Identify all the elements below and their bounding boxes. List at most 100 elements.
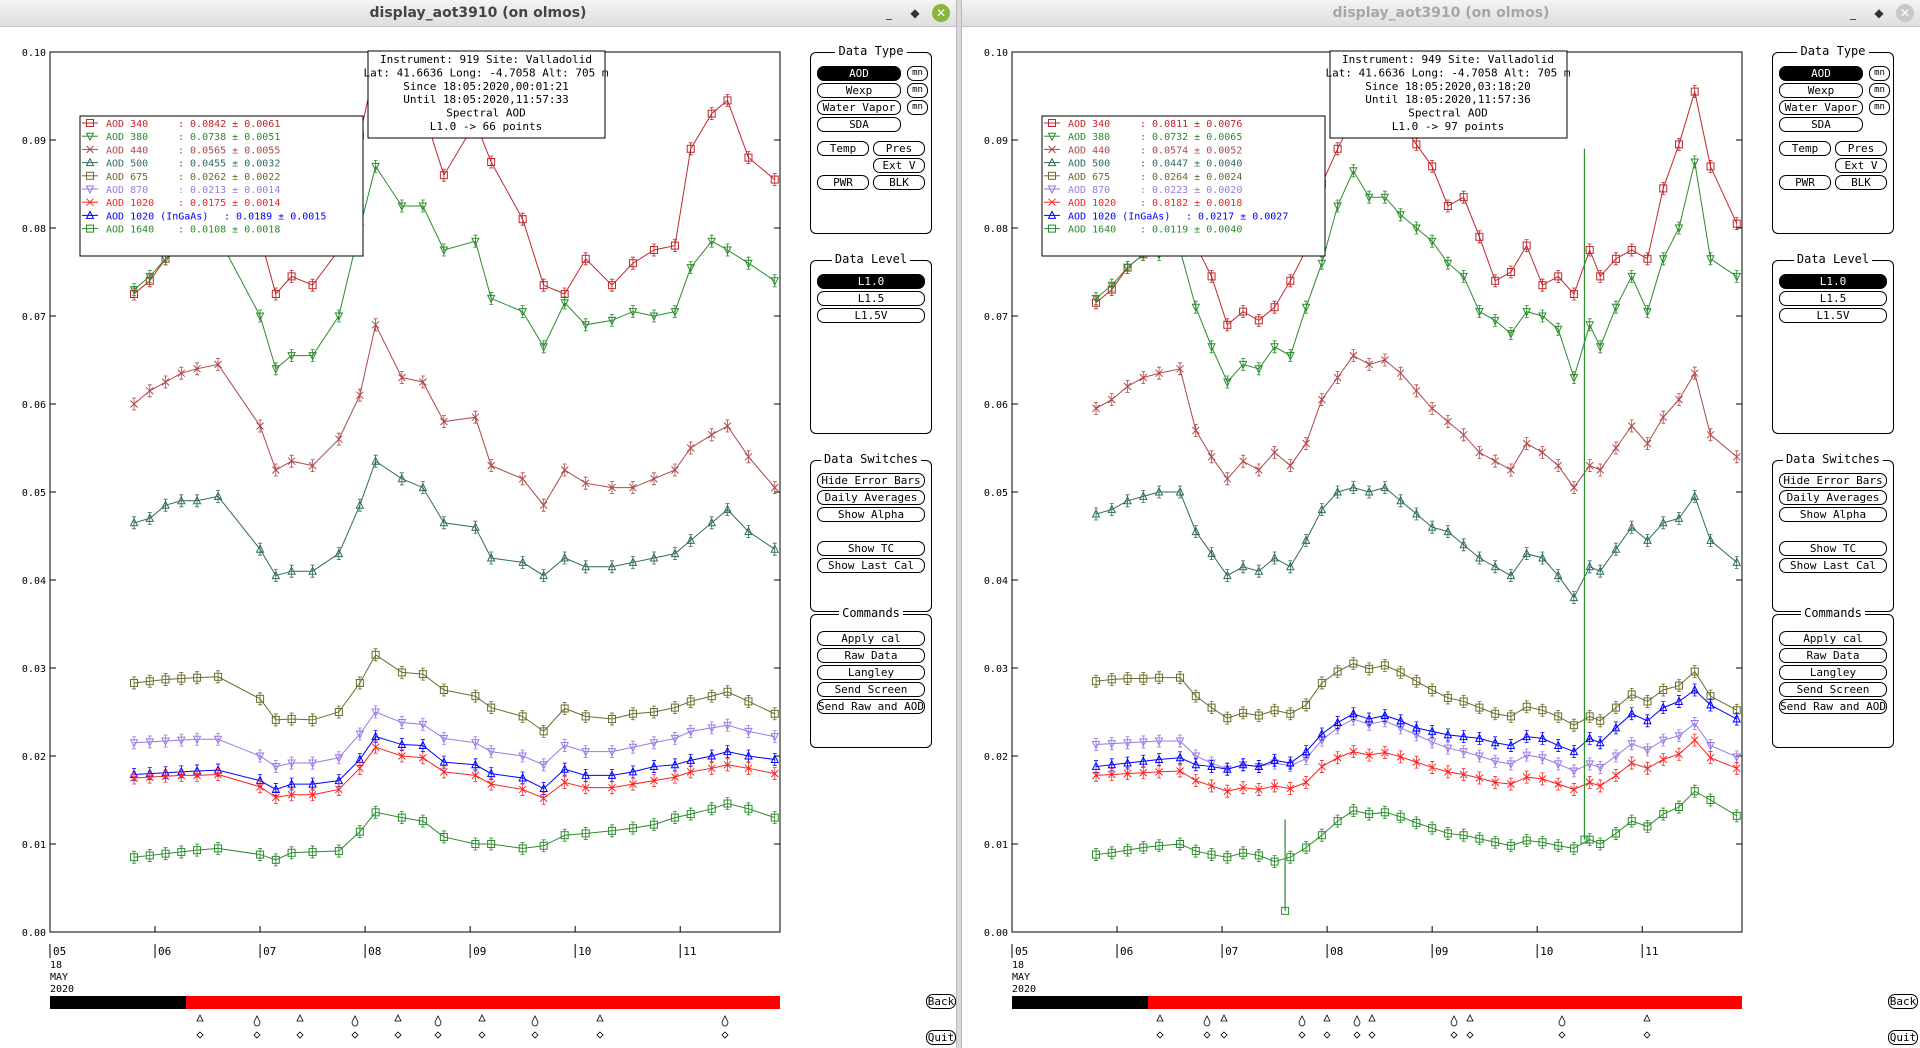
- send-screen-button[interactable]: Send Screen: [1779, 682, 1887, 697]
- show-last-cal-button[interactable]: Show Last Cal: [1779, 558, 1887, 573]
- data-point: [145, 513, 155, 522]
- event-diamond-icon: [1353, 1031, 1361, 1039]
- minimize-icon[interactable]: _: [1850, 6, 1856, 20]
- wexp-button[interactable]: Wexp: [1779, 83, 1863, 98]
- y-tick-label: 0.10: [22, 48, 46, 59]
- mn-toggle[interactable]: mn: [1869, 100, 1890, 115]
- daily-averages-button[interactable]: Daily Averages: [1779, 490, 1887, 505]
- data-point: [1658, 517, 1668, 527]
- daily-averages-button[interactable]: Daily Averages: [817, 490, 925, 505]
- data-point: [334, 708, 343, 716]
- data-point: [1191, 426, 1200, 435]
- event-marker-icon: [531, 1015, 539, 1027]
- blk-button[interactable]: BLK: [873, 175, 925, 190]
- maximize-icon[interactable]: ◆: [1874, 6, 1884, 20]
- sda-button[interactable]: SDA: [1779, 117, 1863, 132]
- pwr-button[interactable]: PWR: [817, 175, 869, 190]
- aod-button[interactable]: AOD: [817, 66, 901, 81]
- data-point: [1223, 570, 1232, 580]
- send-raw-and-aod-button[interactable]: Send Raw and AOD: [1779, 699, 1887, 714]
- y-tick-label: 0.06: [984, 400, 1008, 411]
- temp-button[interactable]: Temp: [817, 141, 869, 156]
- quit-button[interactable]: Quit: [1888, 1030, 1918, 1045]
- l1-5-button[interactable]: L1.5: [1779, 291, 1887, 306]
- maximize-icon[interactable]: ◆: [910, 6, 920, 20]
- raw-data-button[interactable]: Raw Data: [1779, 648, 1887, 663]
- data-point: [1538, 733, 1547, 742]
- legend-value: : 0.0223 ± 0.0020: [1140, 185, 1242, 196]
- x-tick-label: 11: [1645, 945, 1658, 958]
- data-point: [1380, 808, 1389, 817]
- quit-button[interactable]: Quit: [926, 1030, 956, 1045]
- show-alpha-button[interactable]: Show Alpha: [817, 507, 925, 522]
- data-point: [1254, 316, 1263, 325]
- data-point: [581, 712, 590, 721]
- l1-0-button[interactable]: L1.0: [1779, 274, 1887, 289]
- pres-button[interactable]: Pres: [873, 141, 925, 156]
- apply-cal-button[interactable]: Apply cal: [1779, 631, 1887, 646]
- error-bar: [746, 695, 751, 708]
- data-point: [1595, 737, 1605, 747]
- mn-toggle[interactable]: mn: [907, 66, 928, 81]
- pwr-button[interactable]: PWR: [1779, 175, 1831, 190]
- raw-data-button[interactable]: Raw Data: [817, 648, 925, 663]
- data-point: [1706, 796, 1715, 804]
- water-vapor-button[interactable]: Water Vapor: [817, 100, 901, 115]
- data-point: [607, 826, 616, 835]
- mn-toggle[interactable]: mn: [1869, 83, 1890, 98]
- data-point: [1522, 836, 1531, 845]
- temp-button[interactable]: Temp: [1779, 141, 1831, 156]
- langley-button[interactable]: Langley: [1779, 665, 1887, 680]
- show-tc-button[interactable]: Show TC: [1779, 541, 1887, 556]
- l1-5-button[interactable]: L1.5: [817, 291, 925, 306]
- data-point: [256, 850, 265, 859]
- back-button[interactable]: Back: [1888, 994, 1918, 1009]
- mn-toggle[interactable]: mn: [907, 100, 928, 115]
- langley-button[interactable]: Langley: [817, 665, 925, 680]
- data-point: [1412, 677, 1421, 686]
- data-point: [1176, 673, 1185, 682]
- aod-chart: 0.10 0.09 0.08 0.07 0.06 0.05 0.04 0.03 0.02 0.01…: [984, 48, 1743, 1039]
- error-bar: [1629, 243, 1634, 257]
- data-point: [371, 456, 380, 465]
- back-button[interactable]: Back: [926, 994, 956, 1009]
- send-raw-and-aod-button[interactable]: Send Raw and AOD: [817, 699, 925, 714]
- ext-v-button[interactable]: Ext V: [873, 158, 925, 173]
- close-icon[interactable]: ✕: [1896, 4, 1914, 22]
- data-point: [560, 741, 569, 751]
- data-point: [1522, 751, 1531, 761]
- hide-error-bars-button[interactable]: Hide Error Bars: [817, 473, 925, 488]
- show-last-cal-button[interactable]: Show Last Cal: [817, 558, 925, 573]
- l1-5v-button[interactable]: L1.5V: [817, 308, 925, 323]
- send-screen-button[interactable]: Send Screen: [817, 682, 925, 697]
- data-point: [723, 96, 732, 105]
- info-line: Spectral AOD: [446, 107, 525, 120]
- aod-button[interactable]: AOD: [1779, 66, 1863, 81]
- data-point: [1675, 395, 1683, 404]
- show-alpha-button[interactable]: Show Alpha: [1779, 507, 1887, 522]
- data-point: [1554, 461, 1563, 470]
- minimize-icon[interactable]: _: [886, 6, 892, 20]
- hide-error-bars-button[interactable]: Hide Error Bars: [1779, 473, 1887, 488]
- apply-cal-button[interactable]: Apply cal: [817, 631, 925, 646]
- show-tc-button[interactable]: Show TC: [817, 541, 925, 556]
- title-bar: display_aot3910 (on olmos) _ ◆ ✕: [0, 0, 956, 27]
- wexp-button[interactable]: Wexp: [817, 83, 901, 98]
- ext-v-button[interactable]: Ext V: [1835, 158, 1887, 173]
- l1-0-button[interactable]: L1.0: [817, 274, 925, 289]
- data-point: [770, 733, 780, 742]
- mn-toggle[interactable]: mn: [907, 83, 928, 98]
- mn-toggle[interactable]: mn: [1869, 66, 1890, 81]
- error-bar: [1304, 841, 1309, 854]
- data-point: [213, 735, 223, 745]
- close-icon[interactable]: ✕: [932, 4, 950, 22]
- water-vapor-button[interactable]: Water Vapor: [1779, 100, 1863, 115]
- data-point: [649, 820, 658, 829]
- data-point: [686, 535, 696, 544]
- sda-button[interactable]: SDA: [817, 117, 901, 132]
- pres-button[interactable]: Pres: [1835, 141, 1887, 156]
- legend-label: AOD 500: [1068, 159, 1110, 170]
- l1-5v-button[interactable]: L1.5V: [1779, 308, 1887, 323]
- x-tick-label: 08: [368, 945, 381, 958]
- blk-button[interactable]: BLK: [1835, 175, 1887, 190]
